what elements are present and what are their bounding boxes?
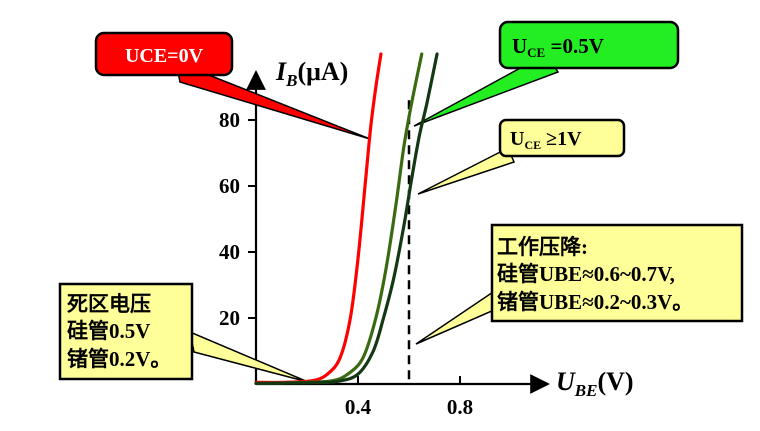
series-line-uce-1v [254, 52, 439, 385]
callout-work-drop: 工作压降: 硅管UBE≈0.6~0.7V, 锗管UBE≈0.2~0.3V。 [490, 223, 744, 323]
callout-uce1-pointer [417, 146, 516, 195]
callout-uce1-box [498, 118, 626, 158]
callout-uce0-box [94, 31, 234, 77]
callout-dead-zone: 死区电压 硅管0.5V 锗管0.2V。 [58, 282, 194, 381]
callout-uce0-text: UCE=0V [125, 45, 204, 67]
callout-work-drop-line-3: 锗管UBE≈0.2~0.3V。 [497, 290, 693, 314]
callout-uce05-suffix: =0.5V [545, 34, 604, 58]
series-group [254, 52, 439, 385]
y-tick-label: 60 [219, 174, 240, 198]
callout-dead-zone-box [58, 282, 194, 381]
callout-uce05-subscript: CE [527, 45, 545, 60]
callout-dead-zone-pointer [188, 330, 309, 383]
x-ticks: 0.4 0.8 [345, 376, 473, 419]
callout-uce05-text: UCE =0.5V [512, 34, 604, 60]
callout-work-drop-box [490, 223, 744, 323]
callout-uce1-symbol: U [510, 128, 524, 150]
x-axis-label-symbol: U [556, 367, 576, 396]
callout-uce05-box [498, 20, 680, 70]
callout-uce1-text: UCE ≥1V [510, 128, 582, 152]
callout-work-drop-line-2: 硅管UBE≈0.6~0.7V, [497, 262, 675, 286]
x-tick-label: 0.8 [447, 395, 473, 419]
y-axis-label-symbol: I [275, 57, 287, 86]
callout-uce1: UCE ≥1V [498, 118, 626, 158]
callout-dead-zone-line-3: 锗管0.2V。 [67, 347, 171, 371]
callout-uce05: UCE =0.5V [498, 20, 680, 70]
y-axis-label-unit: (μA) [297, 57, 348, 86]
x-axis-label-subscript: BE [574, 381, 598, 400]
y-tick-label: 80 [219, 108, 240, 132]
callout-uce05-symbol: U [512, 34, 527, 58]
y-axis-label-subscript: B [285, 71, 297, 90]
callout-dead-zone-line-1: 死区电压 [67, 292, 151, 316]
y-tick-label: 40 [219, 240, 240, 264]
x-tick-label: 0.4 [345, 395, 372, 419]
callout-uce1-suffix: ≥1V [541, 128, 582, 150]
callout-dead-zone-line-2: 硅管0.5V [67, 319, 150, 343]
y-axis-label: IB(μA) [275, 57, 348, 90]
x-axis-label-unit: (V) [597, 367, 633, 396]
y-tick-label: 20 [219, 306, 240, 330]
y-ticks: 20 40 60 80 [219, 108, 256, 330]
callout-work-drop-line-1: 工作压降: [497, 235, 588, 259]
callout-uce0: UCE=0V [94, 31, 234, 77]
callout-uce1-subscript: CE [524, 138, 541, 152]
x-axis-label: UBE(V) [556, 367, 634, 400]
